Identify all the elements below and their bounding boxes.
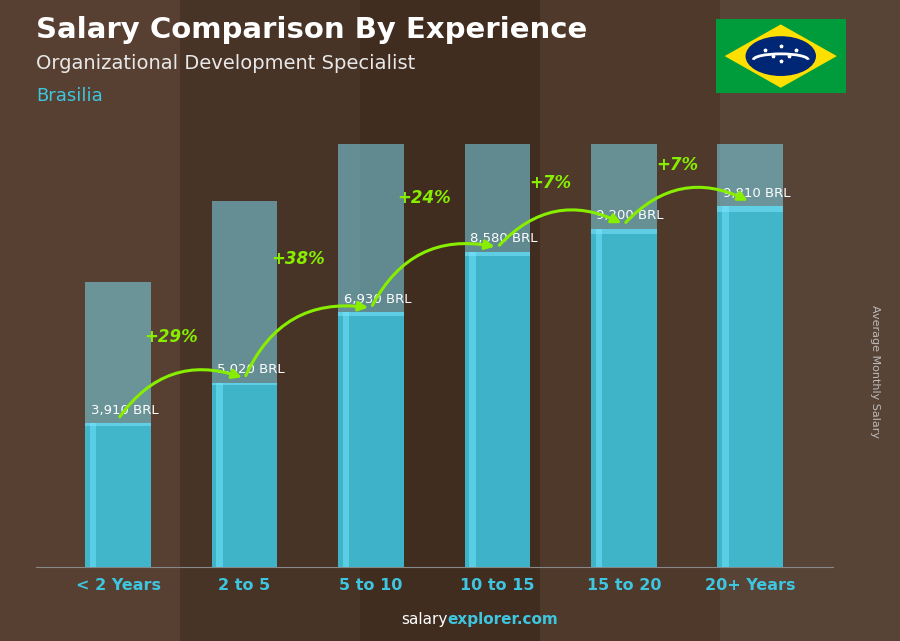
Bar xyxy=(717,206,783,567)
Bar xyxy=(464,252,530,567)
Text: 3,910 BRL: 3,910 BRL xyxy=(91,404,158,417)
Bar xyxy=(338,62,404,316)
Bar xyxy=(591,229,657,567)
Text: Average Monthly Salary: Average Monthly Salary xyxy=(869,305,880,438)
Polygon shape xyxy=(724,24,837,88)
Bar xyxy=(596,229,602,567)
Text: Salary Comparison By Experience: Salary Comparison By Experience xyxy=(36,16,587,44)
Bar xyxy=(86,282,151,426)
Text: +24%: +24% xyxy=(397,189,451,207)
Bar xyxy=(722,206,729,567)
Bar xyxy=(469,252,476,567)
Bar xyxy=(90,424,96,567)
Text: +7%: +7% xyxy=(656,156,698,174)
Bar xyxy=(338,312,404,567)
Bar xyxy=(86,424,151,567)
Bar xyxy=(717,0,783,212)
Bar xyxy=(216,383,223,567)
Text: 8,580 BRL: 8,580 BRL xyxy=(470,232,537,245)
Text: 9,810 BRL: 9,810 BRL xyxy=(723,187,790,200)
Text: +38%: +38% xyxy=(271,250,325,268)
Text: 5,020 BRL: 5,020 BRL xyxy=(217,363,284,376)
Bar xyxy=(464,0,530,256)
Bar xyxy=(591,0,657,234)
Bar xyxy=(212,201,277,385)
Bar xyxy=(343,312,349,567)
Text: Organizational Development Specialist: Organizational Development Specialist xyxy=(36,54,415,74)
Text: +29%: +29% xyxy=(144,328,198,346)
Circle shape xyxy=(745,36,816,76)
Text: salary: salary xyxy=(400,612,447,627)
Text: Brasilia: Brasilia xyxy=(36,87,103,104)
Bar xyxy=(212,383,277,567)
Text: 9,200 BRL: 9,200 BRL xyxy=(597,209,664,222)
Text: 6,930 BRL: 6,930 BRL xyxy=(344,293,411,306)
Text: +7%: +7% xyxy=(529,174,572,192)
Text: explorer.com: explorer.com xyxy=(447,612,558,627)
